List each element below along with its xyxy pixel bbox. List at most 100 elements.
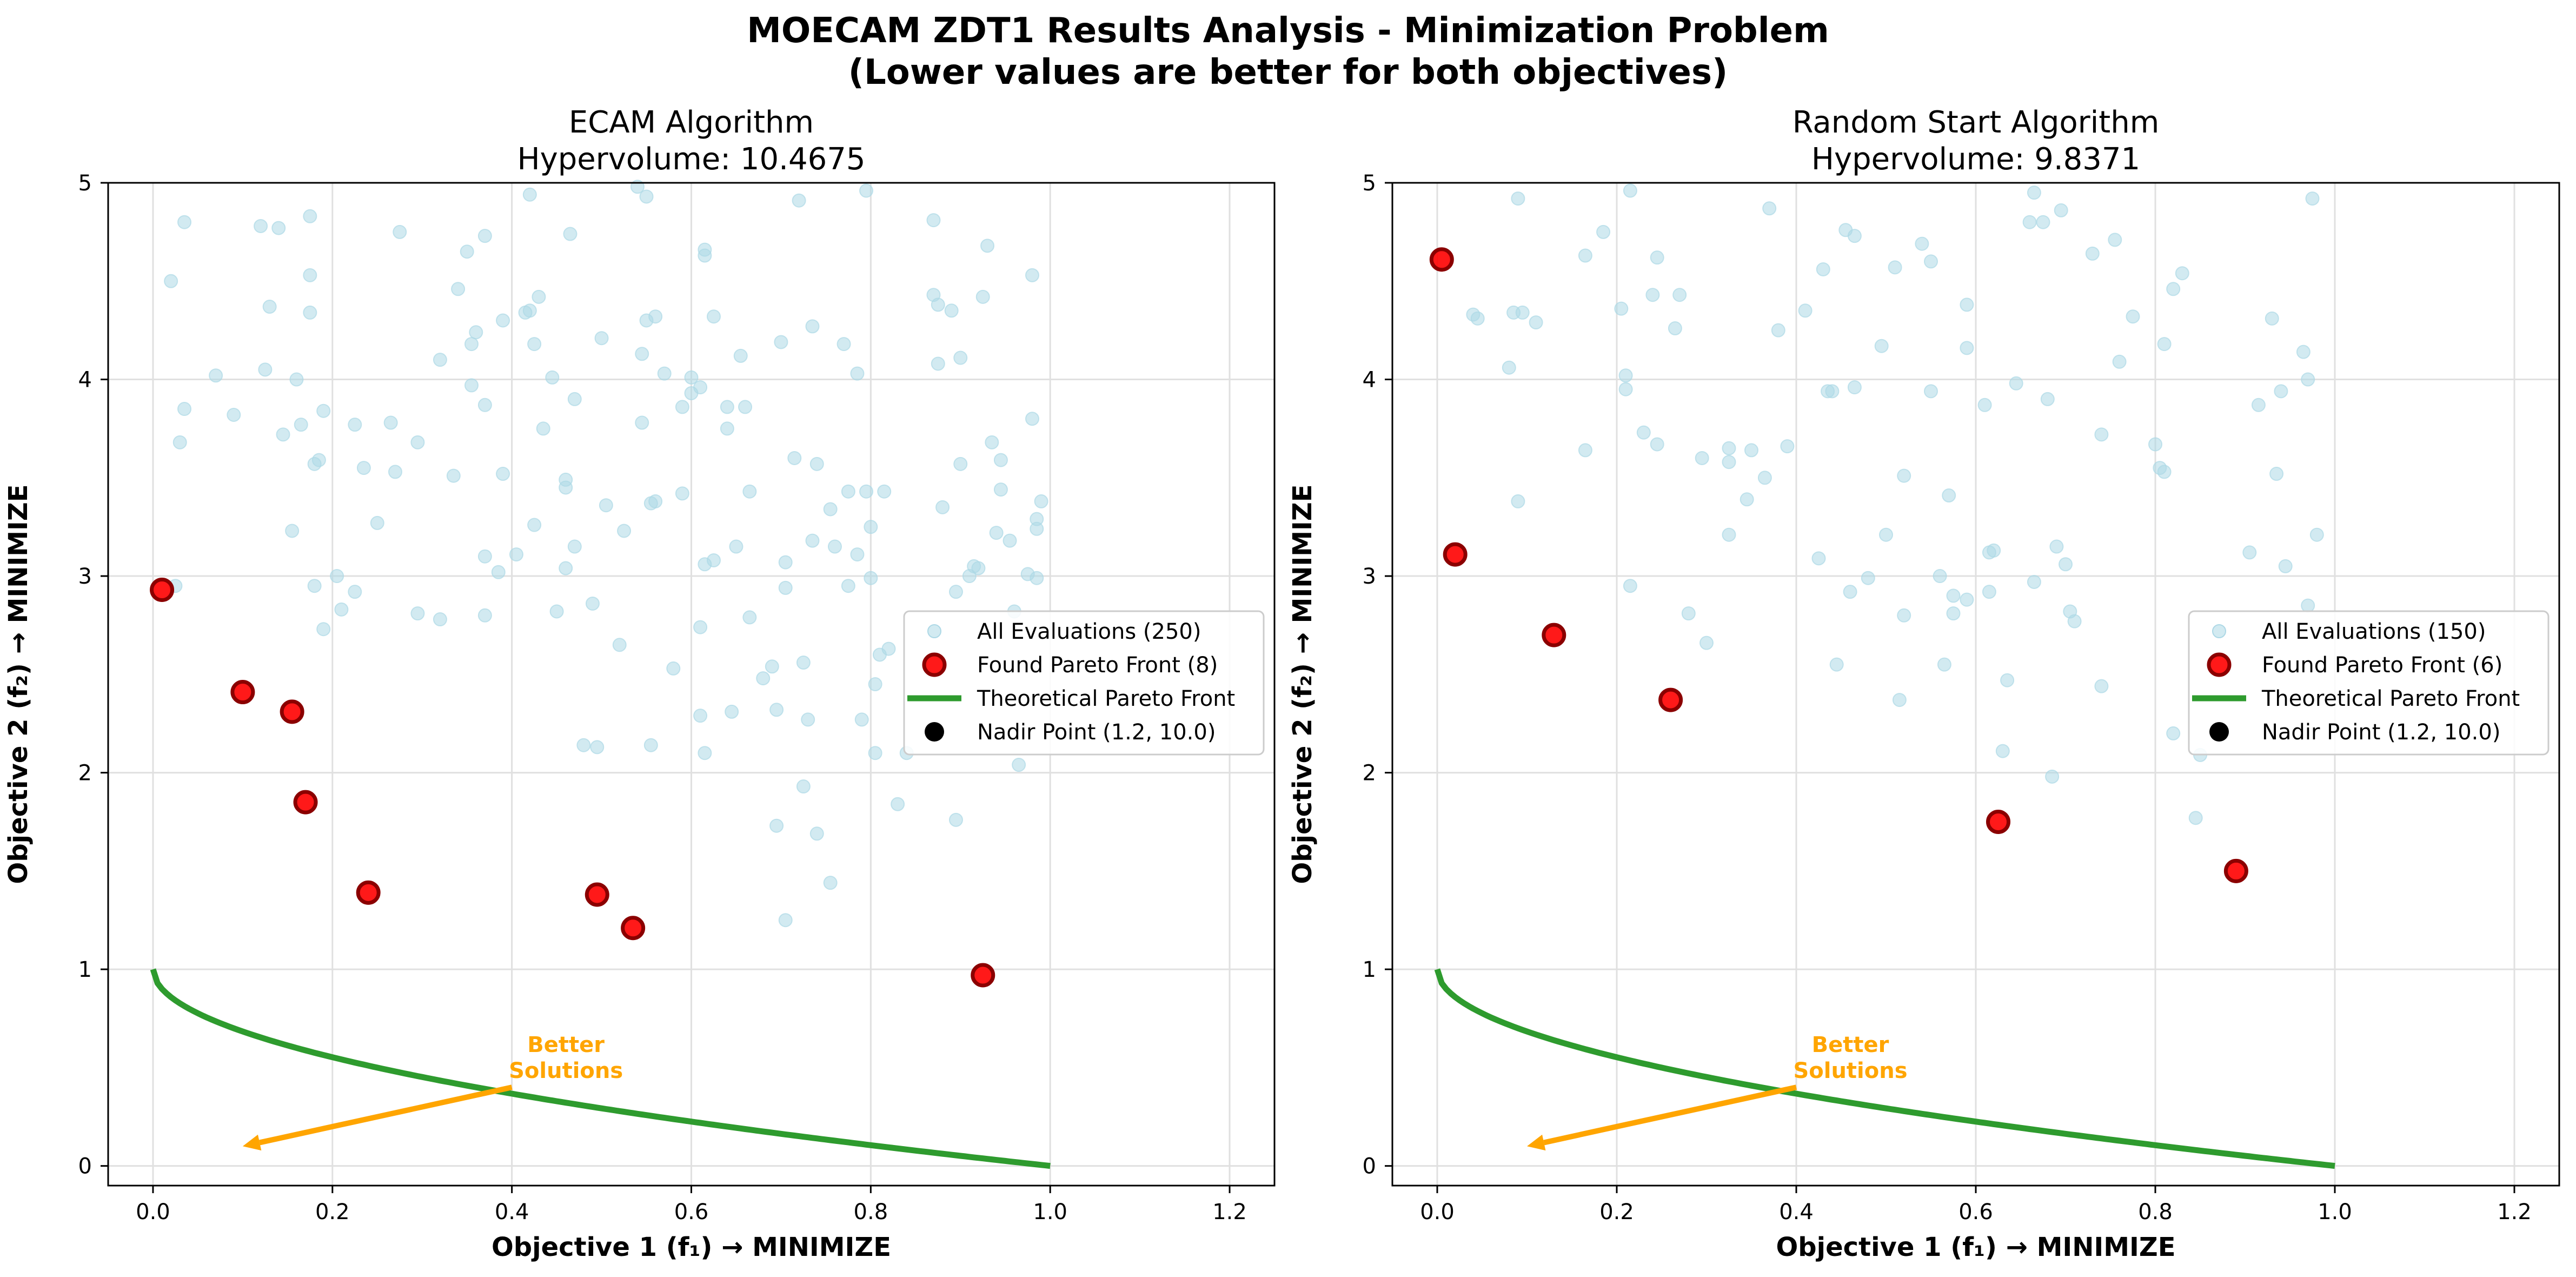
evaluation-point: [693, 380, 708, 395]
evaluation-point: [567, 539, 582, 554]
x-tick-label: 0.0: [136, 1200, 170, 1225]
evaluation-point: [1623, 183, 1637, 198]
evaluation-point: [330, 569, 344, 584]
evaluation-point: [1982, 585, 1996, 599]
evaluation-point: [1924, 254, 1938, 269]
evaluation-point: [1650, 250, 1664, 265]
evaluation-point: [1888, 260, 1902, 275]
evaluation-point: [666, 661, 681, 676]
evaluation-point: [2112, 354, 2127, 369]
y-tick-label: 4: [78, 368, 92, 393]
x-axis: 0.0 0.2 0.4 0.6 0.8 1.0 1.2: [136, 1186, 1247, 1225]
evaluation-point: [953, 350, 968, 365]
x-axis: 0.0 0.2 0.4 0.6 0.8 1.0 1.2: [1420, 1186, 2532, 1225]
evaluation-point: [590, 740, 605, 755]
panel-title-line2: Hypervolume: 10.4675: [517, 142, 866, 177]
y-tick-label: 5: [1363, 171, 1376, 196]
pareto-point: [1986, 809, 2010, 834]
evaluation-point: [738, 400, 753, 414]
evaluation-point: [227, 407, 241, 422]
y-tick-label: 1: [78, 957, 92, 982]
evaluation-point: [2009, 376, 2023, 391]
evaluation-point: [549, 604, 564, 619]
evaluation-point: [1879, 527, 1893, 542]
evaluation-point: [693, 709, 708, 723]
evaluation-point: [868, 677, 882, 691]
annotation-arrow-shaft: [1543, 1084, 1797, 1146]
evaluation-point: [576, 738, 591, 752]
panel-title-line2: Hypervolume: 9.8371: [1811, 142, 2140, 177]
evaluation-point: [1847, 380, 1862, 395]
legend-entry-theoretical: Theoretical Pareto Front: [2192, 686, 2520, 711]
evaluation-point: [1942, 488, 1956, 503]
evaluation-point: [1511, 191, 1525, 206]
evaluation-point: [496, 313, 510, 328]
evaluation-point: [1668, 321, 1682, 336]
legend-label: Found Pareto Front (6): [2262, 653, 2502, 678]
evaluation-point: [303, 305, 317, 320]
evaluation-point: [2166, 282, 2181, 296]
evaluation-point: [393, 224, 407, 239]
evaluation-point: [2301, 598, 2315, 613]
evaluation-point: [383, 415, 398, 430]
evaluation-point: [559, 561, 573, 575]
evaluation-point: [2022, 215, 2037, 229]
evaluation-point: [177, 215, 192, 229]
x-tick-label: 0.2: [1599, 1200, 1634, 1225]
evaluation-point: [2269, 467, 2284, 481]
evaluation-point: [496, 467, 510, 481]
evaluation-point: [778, 580, 793, 595]
evaluation-point: [675, 486, 689, 501]
evaluation-point: [1034, 494, 1048, 508]
evaluation-point: [1025, 412, 1040, 426]
evaluation-point: [1744, 443, 1758, 458]
evaluation-point: [1892, 693, 1907, 707]
evaluation-point: [1030, 571, 1044, 585]
annotation-arrow-head: [242, 1134, 262, 1151]
evaluation-point: [792, 193, 806, 208]
y-tick-label: 5: [78, 171, 92, 196]
evaluation-point: [410, 606, 425, 621]
pareto-point: [293, 790, 318, 815]
evaluation-point: [464, 337, 479, 352]
evaluation-point: [675, 400, 689, 414]
evaluation-point: [294, 418, 308, 432]
evaluation-point: [289, 372, 304, 387]
evaluation-point: [926, 213, 941, 228]
pareto-point: [1658, 687, 1683, 712]
evaluation-point: [522, 303, 537, 318]
evaluation-point: [877, 484, 892, 499]
evaluation-point: [2274, 384, 2288, 399]
evaluation-point: [451, 282, 466, 296]
evaluation-point: [2242, 545, 2257, 560]
evaluation-point: [1636, 425, 1651, 440]
evaluation-point: [477, 398, 492, 412]
x-axis-label: Objective 1 (f₁) → MINIMIZE: [1776, 1232, 2176, 1262]
evaluation-point: [1874, 339, 1889, 353]
evaluation-point: [993, 453, 1008, 467]
x-tick-label: 1.0: [2318, 1200, 2352, 1225]
evaluation-point: [1681, 606, 1696, 621]
found-pareto-front-series: [1429, 247, 2248, 883]
evaluation-point: [2157, 337, 2172, 352]
evaluation-point: [1578, 248, 1592, 263]
evaluation-point: [725, 704, 739, 719]
evaluation-point: [648, 494, 663, 508]
evaluation-point: [2000, 673, 2015, 687]
evaluation-point: [850, 547, 865, 562]
evaluation-point: [617, 524, 632, 538]
evaluation-point: [254, 219, 268, 233]
evaluation-point: [594, 331, 609, 346]
evaluation-point: [1645, 288, 1660, 302]
pareto-point: [621, 916, 646, 941]
pareto-point: [2223, 858, 2248, 883]
evaluation-point: [1596, 224, 1611, 239]
evaluation-point: [891, 797, 905, 811]
evaluation-point: [805, 533, 820, 548]
legend: All Evaluations (250) Found Pareto Front …: [903, 610, 1265, 756]
y-tick-label: 0: [78, 1154, 92, 1179]
evaluation-point: [612, 638, 627, 652]
evaluation-point: [1771, 323, 1785, 338]
